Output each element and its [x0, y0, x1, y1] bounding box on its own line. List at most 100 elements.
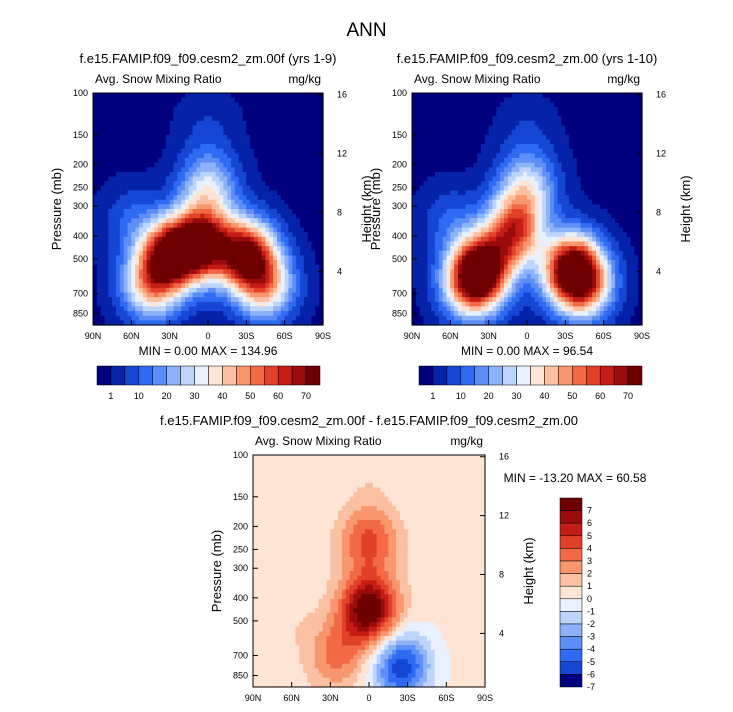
- heatmap-cell: [465, 171, 471, 178]
- heatmap-cell: [454, 255, 459, 261]
- heatmap-cell: [181, 190, 186, 196]
- heatmap-cell: [465, 125, 471, 131]
- heatmap-cell: [465, 185, 471, 192]
- height-tick-label: 12: [337, 149, 347, 159]
- heatmap-cell: [550, 190, 555, 196]
- heatmap-cell: [553, 106, 559, 113]
- heatmap-cell: [211, 102, 217, 108]
- heatmap-cell: [492, 213, 497, 219]
- heatmap-cell: [181, 264, 186, 270]
- heatmap-cell: [484, 157, 490, 164]
- heatmap-cell: [500, 283, 505, 289]
- heatmap-cell: [242, 171, 247, 178]
- heatmap-cell: [442, 213, 448, 219]
- heatmap-cell: [546, 241, 551, 247]
- heatmap-cell: [412, 287, 417, 294]
- heatmap-cell: [104, 204, 109, 210]
- heatmap-cell: [223, 241, 228, 247]
- heatmap-cell: [238, 199, 244, 205]
- heatmap-cell: [412, 246, 417, 252]
- heatmap-cell: [500, 162, 505, 168]
- heatmap-cell: [100, 181, 106, 187]
- heatmap-cell: [93, 162, 98, 168]
- heatmap-cell: [165, 199, 171, 205]
- heatmap-cell: [461, 246, 467, 252]
- heatmap-cell: [131, 125, 136, 131]
- heatmap-cell: [435, 250, 440, 256]
- heatmap-cell: [108, 255, 113, 261]
- heatmap-cell: [139, 306, 144, 312]
- heatmap-cell: [177, 246, 182, 252]
- heatmap-cell: [465, 181, 471, 187]
- heatmap-cell: [296, 157, 301, 164]
- heatmap-cell: [292, 227, 297, 233]
- heatmap-cell: [315, 102, 320, 108]
- heatmap-cell: [527, 93, 532, 99]
- heatmap-cell: [131, 148, 136, 154]
- heatmap-cell: [288, 315, 293, 321]
- heatmap-cell: [465, 301, 471, 308]
- heatmap-cell: [300, 264, 305, 270]
- heatmap-cell: [431, 148, 436, 154]
- heatmap-cell: [188, 311, 194, 317]
- heatmap-cell: [173, 190, 178, 196]
- heatmap-cell: [162, 111, 167, 117]
- heatmap-cell: [284, 227, 290, 233]
- heatmap-cell: [246, 204, 251, 210]
- heatmap-cell: [231, 264, 236, 270]
- heatmap-cell: [469, 246, 474, 252]
- heatmap-cell: [492, 134, 497, 140]
- heatmap-cell: [550, 315, 555, 321]
- heatmap-cell: [311, 153, 316, 159]
- heatmap-cell: [527, 171, 532, 178]
- pressure-tick-label: 250: [73, 182, 88, 192]
- heatmap-cell: [142, 306, 148, 312]
- heatmap-cell: [553, 222, 559, 229]
- heatmap-cell: [192, 116, 198, 122]
- heatmap-cell: [162, 162, 167, 168]
- heatmap-cell: [538, 297, 543, 303]
- heatmap-cell: [315, 199, 320, 205]
- heatmap-cell: [173, 102, 178, 108]
- heatmap-cell: [450, 287, 455, 294]
- heatmap-cell: [458, 102, 463, 108]
- heatmap-cell: [238, 181, 244, 187]
- heatmap-cell: [135, 153, 140, 159]
- heatmap-cell: [469, 97, 474, 103]
- heatmap-cell: [469, 190, 474, 196]
- heatmap-cell: [112, 130, 117, 136]
- heatmap-cell: [127, 278, 132, 284]
- heatmap-cell: [246, 130, 251, 136]
- heatmap-cell: [177, 97, 182, 103]
- heatmap-cell: [219, 269, 224, 275]
- heatmap-cell: [442, 306, 448, 312]
- heatmap-cell: [538, 144, 543, 150]
- heatmap-cell: [242, 297, 247, 303]
- heatmap-cell: [261, 171, 267, 178]
- heatmap-cell: [246, 287, 251, 294]
- heatmap-cell: [150, 232, 155, 238]
- heatmap-cell: [246, 250, 251, 256]
- heatmap-cell: [477, 111, 482, 117]
- heatmap-cell: [438, 157, 444, 164]
- heatmap-cell: [192, 250, 198, 256]
- heatmap-cell: [538, 250, 543, 256]
- heatmap-cell: [215, 241, 221, 247]
- heatmap-cell: [146, 106, 152, 113]
- heatmap-cell: [280, 269, 286, 275]
- heatmap-cell: [488, 111, 494, 117]
- heatmap-cell: [139, 232, 144, 238]
- heatmap-cell: [165, 222, 171, 229]
- heatmap-cell: [265, 153, 270, 159]
- heatmap-cell: [208, 190, 213, 196]
- heatmap-cell: [546, 116, 551, 122]
- heatmap-cell: [303, 157, 309, 164]
- heatmap-cell: [158, 106, 163, 113]
- heatmap-cell: [208, 148, 213, 154]
- heatmap-cell: [208, 185, 213, 192]
- heatmap-cell: [104, 176, 109, 182]
- heatmap-cell: [211, 93, 217, 99]
- heatmap-cell: [177, 195, 182, 201]
- heatmap-cell: [261, 120, 267, 127]
- heatmap-cell: [181, 162, 186, 168]
